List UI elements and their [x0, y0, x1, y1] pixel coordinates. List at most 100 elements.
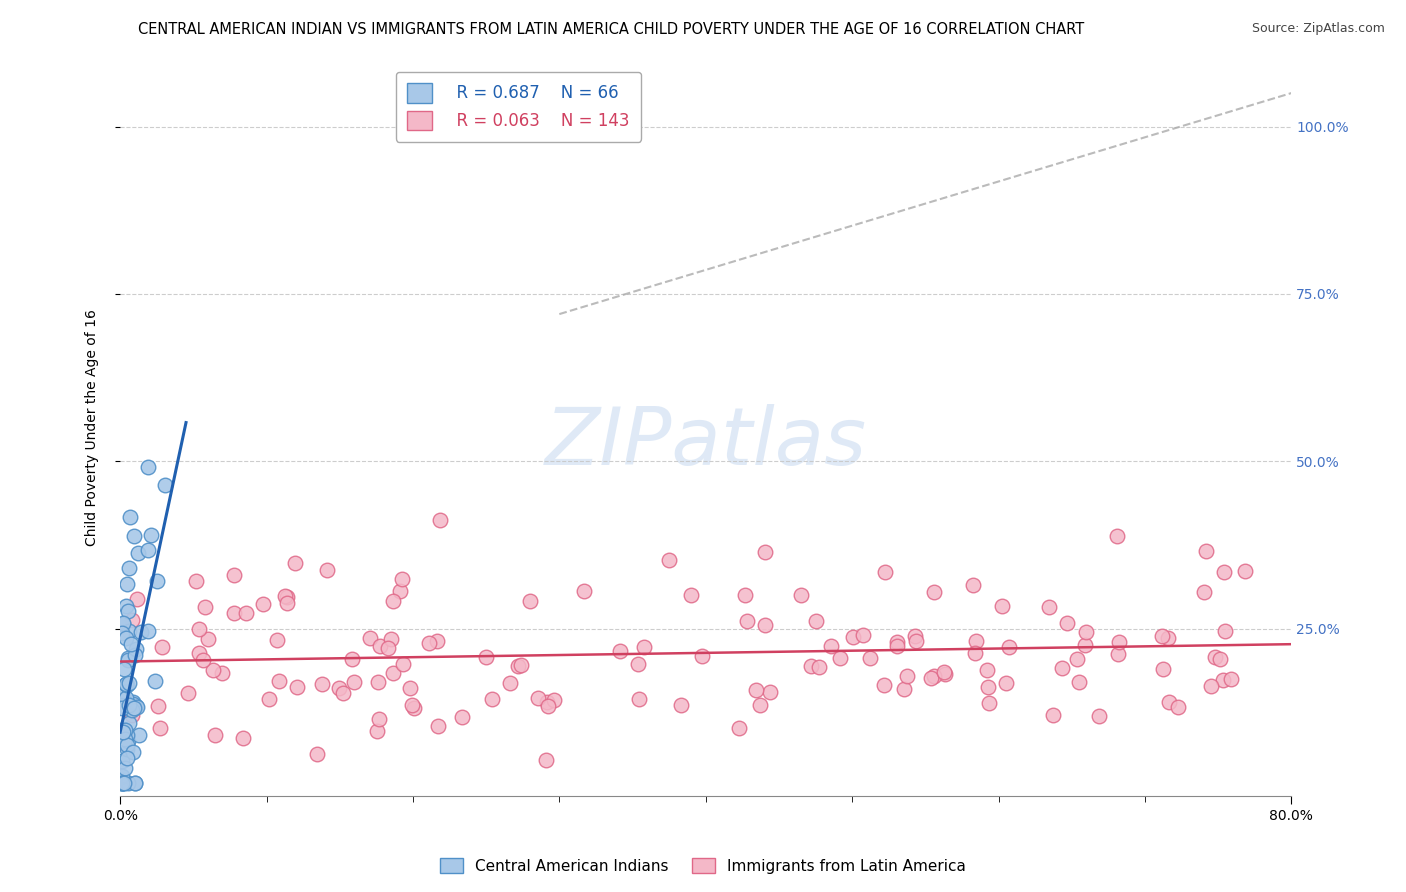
Point — [633, 640, 655, 654]
Point — [110, 701, 132, 715]
Point — [114, 691, 136, 706]
Point — [112, 776, 135, 790]
Point — [509, 658, 531, 673]
Point — [609, 643, 631, 657]
Point — [1233, 564, 1256, 578]
Point — [537, 698, 560, 713]
Point — [141, 528, 163, 542]
Point — [427, 719, 450, 733]
Point — [343, 674, 366, 689]
Point — [572, 583, 595, 598]
Point — [1209, 651, 1232, 665]
Point — [842, 630, 865, 644]
Point — [728, 721, 751, 735]
Point — [481, 692, 503, 706]
Point — [1213, 624, 1236, 638]
Point — [498, 675, 520, 690]
Point — [117, 734, 139, 748]
Point — [1157, 632, 1180, 646]
Point — [965, 634, 987, 648]
Point — [380, 632, 402, 646]
Point — [679, 588, 702, 602]
Point — [402, 701, 425, 715]
Point — [1056, 616, 1078, 631]
Point — [886, 639, 908, 653]
Point — [692, 649, 714, 664]
Point — [114, 776, 136, 790]
Point — [110, 776, 132, 790]
Point — [963, 646, 986, 660]
Point — [118, 561, 141, 575]
Point — [399, 681, 422, 696]
Point — [122, 695, 145, 709]
Point — [368, 712, 391, 726]
Point — [193, 599, 215, 614]
Point — [1159, 695, 1181, 709]
Point — [366, 724, 388, 739]
Point — [111, 776, 134, 790]
Point — [932, 665, 955, 679]
Point — [328, 681, 350, 696]
Point — [1042, 708, 1064, 723]
Point — [153, 477, 176, 491]
Point — [114, 599, 136, 614]
Point — [110, 736, 132, 750]
Point — [808, 660, 831, 674]
Point — [117, 653, 139, 667]
Point — [1074, 638, 1097, 652]
Point — [526, 690, 548, 705]
Point — [273, 589, 295, 603]
Point — [1219, 672, 1241, 686]
Point — [118, 715, 141, 730]
Point — [117, 678, 139, 692]
Point — [276, 596, 298, 610]
Text: ZIPatlas: ZIPatlas — [544, 404, 866, 482]
Point — [381, 665, 404, 680]
Point — [962, 578, 984, 592]
Point — [995, 675, 1018, 690]
Point — [627, 657, 650, 671]
Point — [735, 614, 758, 628]
Point — [754, 617, 776, 632]
Point — [121, 613, 143, 627]
Text: Source: ZipAtlas.com: Source: ZipAtlas.com — [1251, 22, 1385, 36]
Point — [117, 604, 139, 618]
Point — [177, 686, 200, 700]
Point — [111, 617, 134, 632]
Point — [120, 702, 142, 716]
Point — [429, 514, 451, 528]
Point — [284, 556, 307, 570]
Point — [332, 686, 354, 700]
Point — [1150, 629, 1173, 643]
Point — [267, 674, 290, 689]
Point — [115, 677, 138, 691]
Point — [136, 624, 159, 638]
Point — [184, 574, 207, 589]
Point — [316, 563, 339, 577]
Legend: Central American Indians, Immigrants from Latin America: Central American Indians, Immigrants fro… — [434, 852, 972, 880]
Point — [820, 639, 842, 653]
Point — [377, 641, 399, 656]
Point — [401, 698, 423, 712]
Point — [122, 529, 145, 543]
Point — [118, 676, 141, 690]
Text: CENTRAL AMERICAN INDIAN VS IMMIGRANTS FROM LATIN AMERICA CHILD POVERTY UNDER THE: CENTRAL AMERICAN INDIAN VS IMMIGRANTS FR… — [138, 22, 1085, 37]
Point — [211, 666, 233, 681]
Point — [114, 723, 136, 737]
Point — [118, 624, 141, 639]
Point — [188, 622, 211, 636]
Point — [519, 594, 541, 608]
Point — [128, 729, 150, 743]
Point — [658, 553, 681, 567]
Point — [114, 761, 136, 775]
Point — [224, 607, 246, 621]
Point — [754, 545, 776, 559]
Point — [118, 698, 141, 713]
Point — [112, 725, 135, 739]
Point — [1167, 700, 1189, 714]
Point — [145, 574, 167, 589]
Point — [204, 728, 226, 742]
Point — [627, 692, 650, 706]
Point — [977, 680, 1000, 694]
Point — [896, 669, 918, 683]
